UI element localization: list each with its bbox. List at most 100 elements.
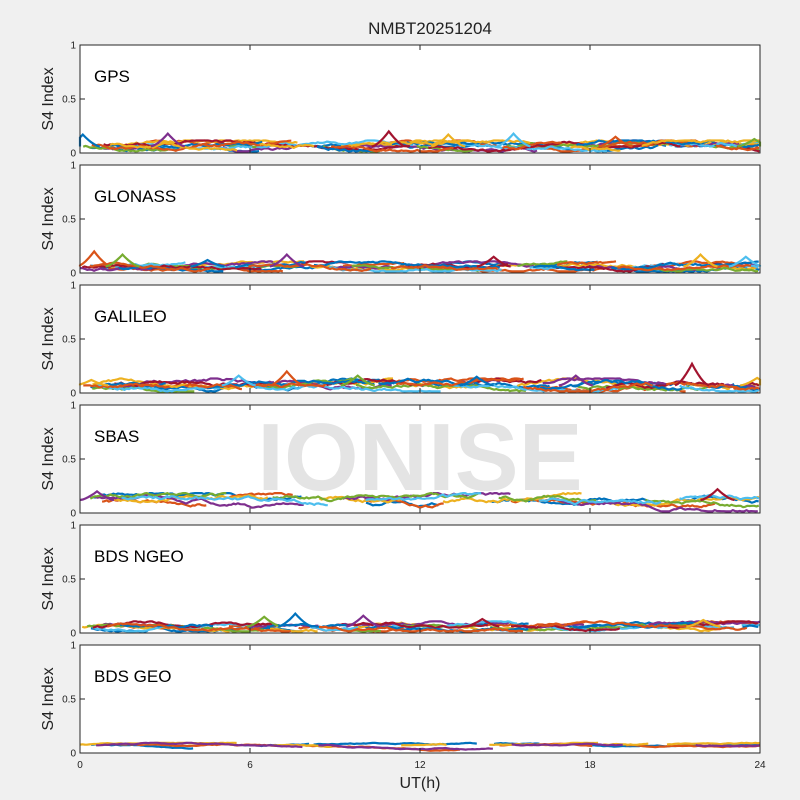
series-trace	[309, 625, 359, 632]
x-tick-label: 0	[77, 760, 83, 771]
series-spike	[496, 131, 531, 148]
x-tick-label: 12	[414, 760, 426, 771]
series-trace	[97, 384, 221, 393]
series-trace	[555, 262, 666, 273]
plot-area	[80, 285, 760, 393]
series-trace	[665, 381, 760, 391]
series-trace	[532, 264, 595, 272]
series-trace	[83, 382, 170, 389]
y-tick-label: 0.5	[62, 575, 76, 586]
panel-label: BDS GEO	[94, 667, 171, 686]
series-spike	[246, 615, 282, 628]
panel-galileo: 0 0.5 1 S4 Index GALILEO	[40, 281, 762, 400]
x-axis-label: UT(h)	[400, 775, 441, 792]
series-trace	[401, 742, 447, 747]
series-trace	[89, 261, 210, 273]
series-trace	[96, 741, 303, 749]
series-trace	[318, 495, 402, 504]
series-spike	[476, 255, 511, 268]
y-axis-label: S4 Index	[40, 547, 57, 610]
y-tick-label: 0.5	[62, 95, 76, 106]
panel-bds-geo: 0 0.5 1 S4 Index BDS GEO	[40, 641, 761, 760]
series-trace	[747, 381, 760, 387]
series-trace	[365, 492, 482, 502]
plot-area	[80, 525, 760, 633]
series-trace	[316, 145, 374, 153]
watermark-text: IONISE	[257, 404, 582, 511]
series-trace	[537, 620, 748, 631]
series-trace	[556, 260, 617, 267]
y-tick-label: 0.5	[62, 215, 76, 226]
series-spike	[105, 253, 140, 268]
series-trace	[502, 140, 562, 151]
series-spike	[700, 487, 735, 502]
series-trace	[109, 141, 238, 152]
series-trace	[510, 624, 621, 633]
series-trace	[538, 497, 662, 506]
series-spike	[465, 617, 500, 628]
series-trace	[106, 622, 292, 633]
series-trace	[254, 384, 441, 393]
y-tick-label: 0	[70, 149, 76, 160]
series-spike	[431, 133, 466, 148]
y-axis-label: S4 Index	[40, 307, 57, 370]
series-spike	[558, 374, 594, 387]
y-tick-label: 0	[70, 509, 76, 520]
y-axis-label: S4 Index	[40, 187, 57, 250]
series-trace	[666, 741, 760, 746]
series-spike	[150, 131, 186, 148]
series-spike	[346, 614, 381, 628]
series-trace	[679, 493, 760, 501]
series-spike	[221, 374, 256, 387]
series-spike	[79, 490, 115, 502]
series-trace	[511, 742, 623, 747]
y-tick-label: 1	[70, 41, 76, 52]
series-trace	[523, 381, 653, 393]
y-tick-label: 1	[70, 521, 76, 532]
series-trace	[121, 495, 328, 507]
y-tick-label: 0.5	[62, 335, 76, 346]
y-tick-label: 0	[70, 269, 76, 280]
series-trace	[318, 625, 523, 633]
series-spike	[459, 375, 494, 387]
series-trace	[270, 627, 318, 633]
y-tick-label: 1	[70, 641, 76, 652]
series-trace	[222, 145, 294, 153]
series-trace	[454, 143, 607, 153]
panel-label: BDS NGEO	[94, 547, 184, 566]
series-trace	[259, 142, 315, 149]
panel-sbas: 0 0.5 1 S4 Index SBAS	[40, 401, 761, 520]
series-trace	[498, 494, 597, 503]
panel-label: GLONASS	[94, 187, 176, 206]
series-trace	[570, 145, 621, 152]
y-tick-label: 0.5	[62, 695, 76, 706]
plot-area	[80, 645, 760, 753]
series-trace	[742, 624, 759, 629]
panel-bds-ngeo: 0 0.5 1 S4 Index BDS NGEO	[40, 521, 761, 640]
x-tick-label: 6	[247, 760, 253, 771]
series-trace	[350, 139, 531, 148]
series-trace	[695, 744, 760, 748]
panel-label: SBAS	[94, 427, 139, 446]
series-trace	[355, 382, 527, 393]
series-trace	[617, 264, 752, 272]
series-spike	[340, 374, 375, 387]
series-trace	[226, 492, 293, 499]
series-trace	[113, 494, 269, 504]
y-tick-label: 0.5	[62, 455, 76, 466]
y-tick-label: 1	[70, 281, 76, 292]
series-trace	[715, 144, 760, 152]
series-trace	[572, 621, 698, 629]
series-spike	[674, 361, 710, 387]
series-spike	[269, 369, 305, 387]
series-spike	[269, 253, 305, 268]
series-trace	[517, 260, 568, 267]
x-tick-label: 24	[754, 760, 766, 771]
series-trace	[248, 382, 326, 389]
series-spike	[78, 249, 112, 268]
panel-label: GPS	[94, 67, 130, 86]
series-trace	[331, 621, 489, 630]
series-trace	[395, 377, 520, 387]
